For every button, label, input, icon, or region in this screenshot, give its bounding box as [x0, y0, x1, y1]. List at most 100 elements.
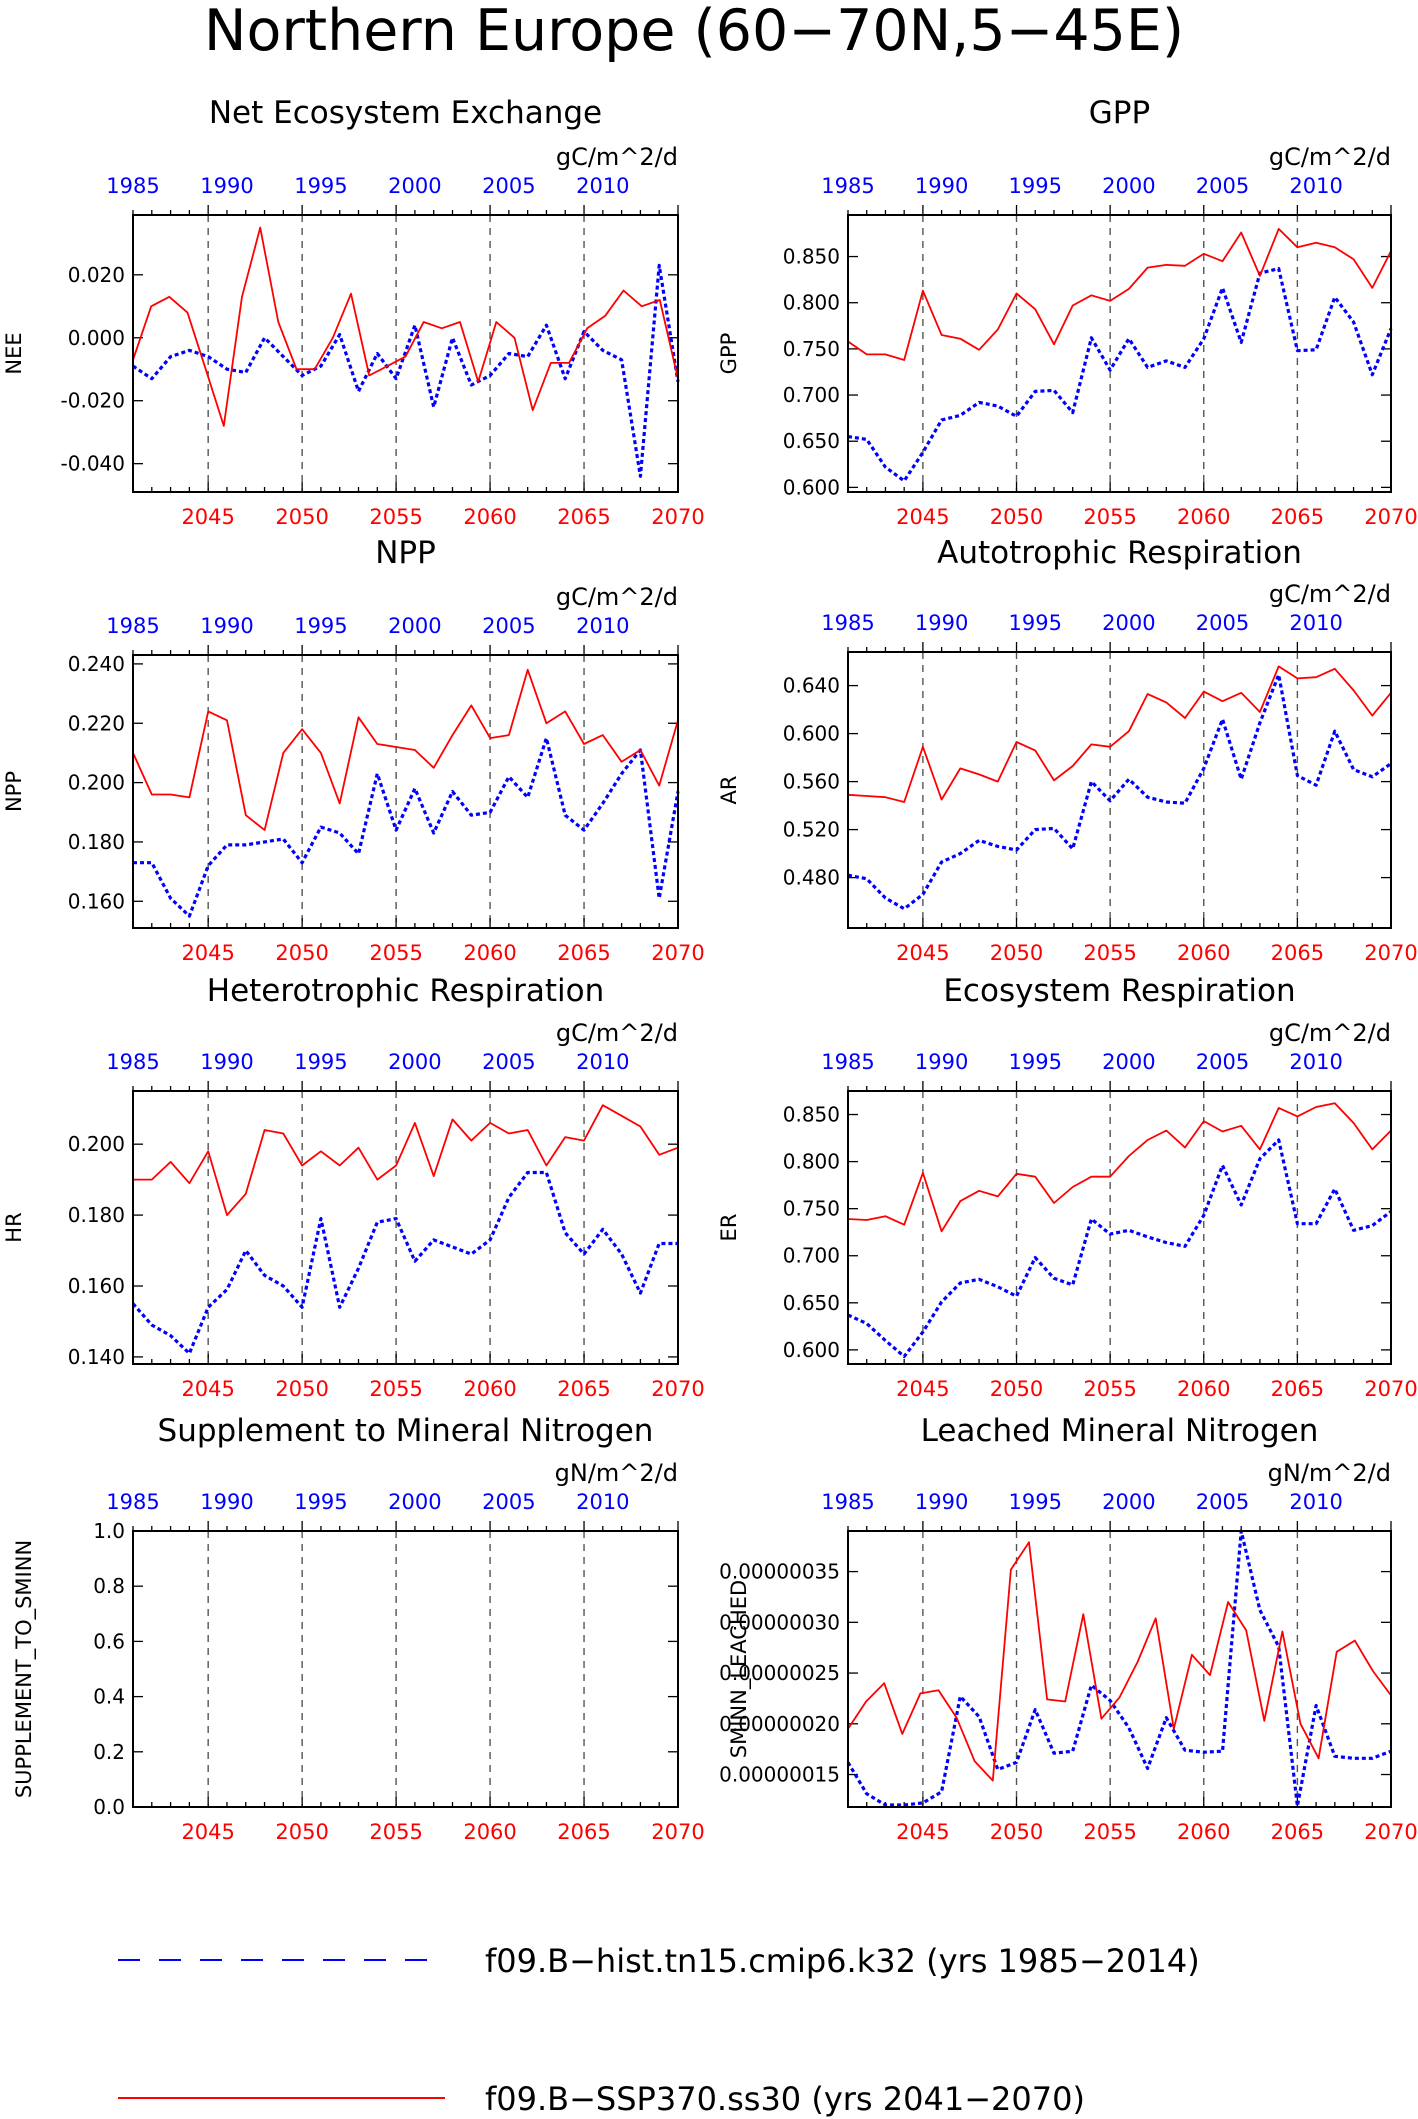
x-tick-label: 2045 [896, 941, 949, 965]
plot-frame [847, 214, 1392, 493]
y-tick-label: 0.850 [783, 245, 840, 269]
x-top-tick-label: 1985 [821, 1490, 874, 1514]
x-top-tick-label: 2005 [1196, 1490, 1249, 1514]
y-tick-label: 0.220 [68, 711, 125, 735]
x-top-tick-label: 2010 [576, 174, 629, 198]
panel-title: Leached Mineral Nitrogen [921, 1413, 1319, 1449]
y-axis-label: SMINN_LEACHED [727, 1580, 752, 1758]
units-label: gN/m^2/d [1268, 1459, 1391, 1487]
x-tick-label: 2070 [651, 941, 704, 965]
x-tick-label: 2060 [1177, 1820, 1230, 1844]
series-ssp-line [847, 227, 1392, 361]
y-tick-label: 0.00000020 [719, 1712, 840, 1736]
y-tick-label: 0.800 [783, 1150, 840, 1174]
x-top-tick-label: 1995 [1009, 611, 1062, 635]
y-tick-label: -0.020 [61, 389, 125, 413]
x-top-tick-label: 1995 [294, 1050, 347, 1074]
x-tick-label: 2070 [1364, 1377, 1417, 1401]
x-top-tick-label: 2005 [482, 1050, 535, 1074]
x-tick-label: 2050 [990, 1820, 1043, 1844]
y-tick-label: 0.700 [783, 383, 840, 407]
series-hist-line [847, 267, 1393, 483]
x-tick-label: 2055 [1083, 1820, 1136, 1844]
plot-frame [847, 651, 1392, 929]
x-tick-label: 2055 [1083, 505, 1136, 529]
y-tick-label: 0.00000030 [719, 1610, 840, 1634]
y-axis-label: ER [717, 1214, 741, 1242]
y-tick-label: 0.240 [68, 652, 125, 676]
y-tick-label: 0.200 [68, 771, 125, 795]
x-tick-label: 2045 [181, 505, 234, 529]
units-label: gC/m^2/d [1269, 580, 1391, 608]
series-ssp-line [133, 1104, 679, 1216]
x-top-tick-label: 1985 [106, 174, 159, 198]
x-tick-label: 2060 [1177, 941, 1230, 965]
x-tick-label: 2050 [990, 505, 1043, 529]
x-tick-label: 2045 [896, 1820, 949, 1844]
y-tick-label: 0.00000025 [719, 1661, 840, 1685]
y-tick-label: 0.020 [68, 263, 125, 287]
x-tick-label: 2060 [463, 941, 516, 965]
series-hist-line [131, 1170, 678, 1356]
x-tick-label: 2065 [1271, 1820, 1324, 1844]
y-tick-label: 0.850 [783, 1103, 840, 1127]
x-top-tick-label: 1990 [200, 174, 253, 198]
plot-frame [132, 1530, 679, 1808]
x-top-tick-label: 1995 [1009, 174, 1062, 198]
y-tick-label: 1.0 [93, 1519, 125, 1543]
y-tick-label: 0.700 [783, 1244, 840, 1268]
x-top-tick-label: 1985 [821, 1050, 874, 1074]
x-top-tick-label: 2010 [576, 614, 629, 638]
plot-frame [132, 1090, 679, 1365]
y-tick-label: 0.8 [93, 1574, 125, 1598]
y-tick-label: 0.200 [68, 1132, 125, 1156]
y-tick-label: 0.2 [93, 1740, 125, 1764]
chart-panel: Autotrophic Respiration gC/m^2/d 2045 2050 2… [717, 535, 1418, 965]
x-tick-label: 2050 [990, 1377, 1043, 1401]
x-top-tick-label: 1995 [294, 1490, 347, 1514]
units-label: gC/m^2/d [1269, 1019, 1391, 1047]
y-tick-label: 0.600 [783, 1338, 840, 1362]
x-tick-label: 2045 [181, 1377, 234, 1401]
x-tick-label: 2065 [1271, 505, 1324, 529]
chart-panel: Heterotrophic Respiration gC/m^2/d 2045 205… [2, 973, 705, 1401]
x-tick-label: 2055 [1083, 941, 1136, 965]
x-top-tick-label: 2005 [482, 1490, 535, 1514]
x-top-tick-label: 2000 [388, 614, 441, 638]
x-tick-label: 2070 [1364, 1820, 1417, 1844]
y-tick-label: 0.00000015 [719, 1763, 840, 1787]
x-tick-label: 2045 [181, 1820, 234, 1844]
y-tick-label: 0.160 [68, 1274, 125, 1298]
x-top-tick-label: 2005 [1196, 174, 1249, 198]
y-tick-label: 0.560 [783, 770, 840, 794]
y-tick-label: 0.00000035 [719, 1560, 840, 1584]
x-tick-label: 2065 [557, 505, 610, 529]
series-hist-line [132, 263, 680, 478]
x-top-tick-label: 1985 [106, 1490, 159, 1514]
x-top-tick-label: 2010 [1289, 611, 1342, 635]
series-ssp-line [132, 668, 679, 831]
y-tick-label: -0.040 [61, 452, 125, 476]
chart-panel: GPP gC/m^2/d 2045 2050 2055 2060 2065 2070 1985 1… [717, 95, 1418, 529]
panel-title: Heterotrophic Respiration [207, 973, 604, 1009]
x-top-tick-label: 2005 [482, 614, 535, 638]
x-tick-label: 2050 [990, 941, 1043, 965]
x-top-tick-label: 2000 [388, 1490, 441, 1514]
y-axis-label: AR [717, 776, 741, 805]
series-ssp-line [132, 226, 679, 427]
x-tick-label: 2050 [275, 505, 328, 529]
series-ssp-line [847, 665, 1392, 803]
legend-hist-label: f09.B−hist.tn15.cmip6.k32 (yrs 1985−2014… [485, 1942, 1200, 1980]
panel-title: Supplement to Mineral Nitrogen [158, 1413, 654, 1449]
x-tick-label: 2065 [557, 1820, 610, 1844]
chart-panel: Ecosystem Respiration gC/m^2/d 2045 2050 205… [717, 973, 1418, 1401]
x-tick-label: 2065 [1271, 1377, 1324, 1401]
x-top-tick-label: 2000 [1102, 611, 1155, 635]
plot-frame [847, 1090, 1392, 1365]
x-tick-label: 2055 [369, 505, 422, 529]
x-tick-label: 2070 [651, 1820, 704, 1844]
series-hist-line [847, 1138, 1392, 1359]
x-top-tick-label: 1995 [294, 174, 347, 198]
y-tick-label: 0.0 [93, 1795, 125, 1819]
